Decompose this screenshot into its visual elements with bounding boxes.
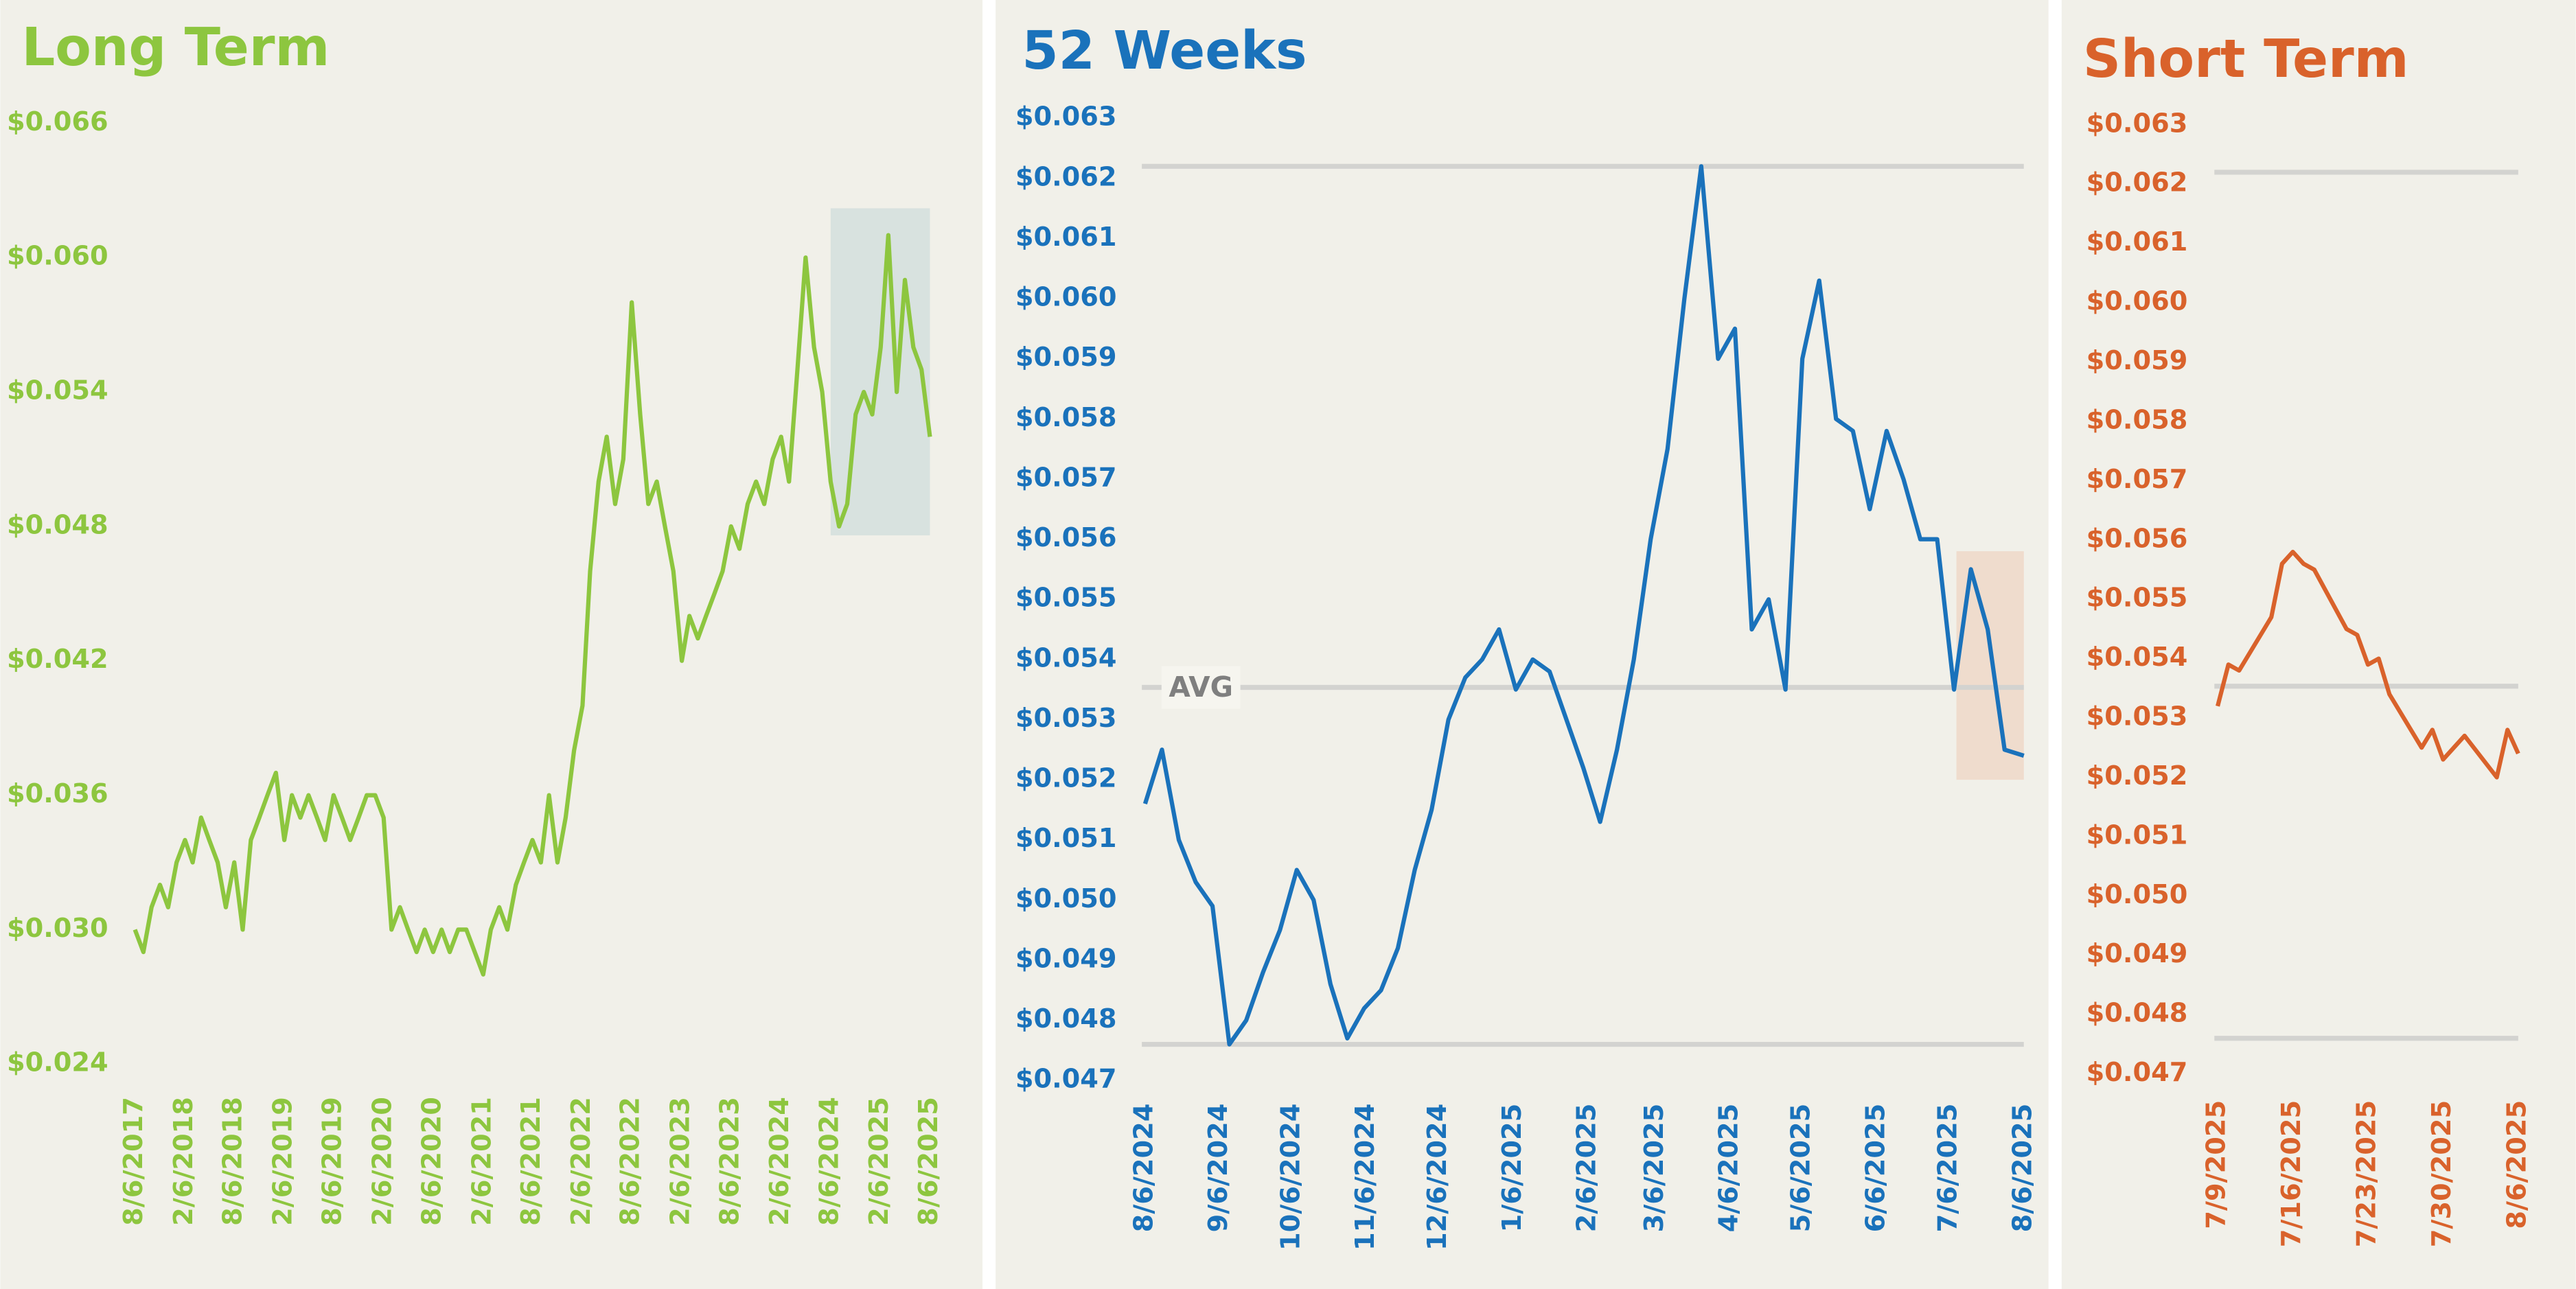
- x-tick-label: 8/6/2022: [615, 1097, 646, 1226]
- y-tick-label: $0.052: [1015, 763, 1117, 794]
- x-tick-label: 4/6/2025: [1713, 1104, 1744, 1233]
- x-tick-label: 5/6/2025: [1786, 1104, 1817, 1233]
- x-tick-label: 12/6/2024: [1422, 1104, 1453, 1251]
- period-highlight: [830, 208, 930, 535]
- y-tick-label: $0.056: [1015, 522, 1117, 553]
- panel-background: [0, 0, 983, 1289]
- y-tick-label: $0.050: [1015, 883, 1117, 914]
- chart-title: Long Term: [21, 17, 330, 78]
- y-tick-label: $0.054: [1015, 642, 1117, 673]
- x-tick-label: 7/6/2025: [1933, 1104, 1964, 1233]
- x-tick-label: 8/6/2025: [2501, 1100, 2532, 1229]
- x-tick-label: 2/6/2024: [764, 1097, 795, 1226]
- y-tick-label: $0.047: [1015, 1064, 1117, 1095]
- y-tick-label: $0.057: [1015, 462, 1117, 493]
- x-tick-label: 3/6/2025: [1639, 1104, 1670, 1233]
- y-tick-label: $0.063: [1015, 102, 1117, 132]
- price-line: [133, 233, 932, 977]
- x-tick-label: 2/6/2025: [1572, 1104, 1602, 1233]
- y-tick-label: $0.057: [2086, 464, 2188, 495]
- x-tick-label: 8/6/2021: [516, 1097, 547, 1226]
- y-tick-label: $0.050: [2086, 879, 2188, 910]
- x-tick-label: 8/6/2025: [913, 1097, 944, 1226]
- y-tick-label: $0.049: [2086, 938, 2188, 969]
- x-tick-label: 8/6/2020: [416, 1097, 447, 1226]
- x-tick-label: 2/6/2021: [466, 1097, 497, 1226]
- x-tick-label: 7/16/2025: [2276, 1100, 2307, 1247]
- y-tick-label: $0.058: [2086, 404, 2188, 435]
- y-tick-label: $0.053: [1015, 703, 1117, 734]
- y-tick-label: $0.058: [1015, 402, 1117, 433]
- y-tick-label: $0.052: [2086, 760, 2188, 791]
- y-tick-label: $0.059: [2086, 345, 2188, 376]
- x-tick-label: 2/6/2023: [665, 1097, 696, 1226]
- y-tick-label: $0.061: [1015, 222, 1117, 253]
- x-tick-label: 8/6/2025: [2007, 1104, 2038, 1233]
- x-tick-label: 2/6/2019: [268, 1097, 299, 1226]
- y-tick-label: $0.030: [7, 913, 108, 944]
- y-tick-label: $0.062: [2086, 167, 2188, 198]
- x-tick-label: 9/6/2024: [1203, 1104, 1234, 1233]
- x-tick-label: 11/6/2024: [1350, 1104, 1381, 1251]
- y-tick-label: $0.036: [7, 778, 108, 809]
- chart-title: 52 Weeks: [1022, 21, 1307, 82]
- y-tick-label: $0.042: [7, 644, 108, 675]
- y-tick-label: $0.060: [2086, 286, 2188, 317]
- x-tick-label: 8/6/2023: [714, 1097, 745, 1226]
- x-tick-label: 1/6/2025: [1497, 1104, 1528, 1233]
- y-tick-label: $0.054: [7, 375, 108, 406]
- x-tick-label: 7/23/2025: [2351, 1100, 2382, 1247]
- y-tick-label: $0.054: [2086, 642, 2188, 673]
- y-tick-label: $0.055: [1015, 583, 1117, 614]
- x-tick-label: 8/6/2024: [814, 1097, 844, 1226]
- x-tick-label: 8/6/2019: [317, 1097, 347, 1226]
- x-tick-label: 7/30/2025: [2426, 1100, 2457, 1247]
- y-tick-label: $0.060: [1015, 282, 1117, 313]
- y-tick-label: $0.048: [1015, 1003, 1117, 1034]
- y-tick-label: $0.047: [2086, 1057, 2188, 1088]
- y-tick-label: $0.063: [2086, 108, 2188, 139]
- panel-background: [2061, 0, 2576, 1289]
- y-tick-label: $0.051: [2086, 820, 2188, 850]
- panel-background: [996, 0, 2049, 1289]
- y-tick-label: $0.048: [2086, 998, 2188, 1029]
- y-tick-label: $0.059: [1015, 342, 1117, 373]
- y-tick-label: $0.060: [7, 241, 108, 272]
- y-tick-label: $0.056: [2086, 523, 2188, 554]
- y-tick-label: $0.048: [7, 509, 108, 540]
- y-tick-label: $0.066: [7, 106, 108, 137]
- x-tick-label: 6/6/2025: [1860, 1104, 1891, 1233]
- price-line: [1142, 164, 2025, 1047]
- x-tick-label: 8/6/2024: [1128, 1104, 1159, 1233]
- y-tick-label: $0.024: [7, 1047, 108, 1078]
- price-line: [2216, 549, 2520, 780]
- x-tick-label: 2/6/2022: [566, 1097, 597, 1226]
- chart-title: Short Term: [2083, 29, 2409, 90]
- y-tick-label: $0.051: [1015, 823, 1117, 854]
- y-tick-label: $0.053: [2086, 701, 2188, 732]
- x-tick-label: 8/6/2018: [218, 1097, 249, 1226]
- x-tick-label: 2/6/2025: [864, 1097, 895, 1226]
- y-tick-label: $0.055: [2086, 583, 2188, 614]
- y-tick-label: $0.049: [1015, 943, 1117, 974]
- avg-label-box: [1161, 666, 1241, 709]
- x-tick-label: 2/6/2020: [367, 1097, 398, 1226]
- y-tick-label: $0.061: [2086, 227, 2188, 257]
- x-tick-label: 8/6/2017: [118, 1097, 149, 1226]
- avg-label: AVG: [1169, 671, 1233, 704]
- x-tick-label: 2/6/2018: [168, 1097, 199, 1226]
- x-tick-label: 7/9/2025: [2201, 1100, 2232, 1229]
- x-tick-label: 10/6/2024: [1275, 1104, 1306, 1251]
- y-tick-label: $0.062: [1015, 161, 1117, 192]
